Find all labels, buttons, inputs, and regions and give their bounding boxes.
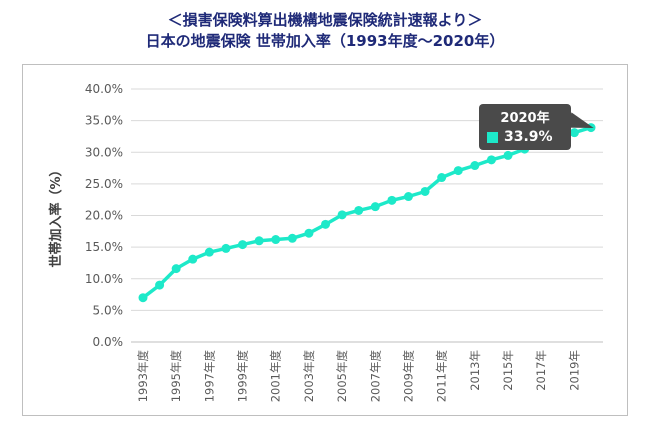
- data-point: [354, 205, 364, 215]
- series-line: [141, 125, 593, 300]
- data-point: [287, 233, 297, 243]
- data-point: [337, 210, 347, 220]
- data-point: [420, 186, 430, 196]
- x-tick-label: 2009年度: [401, 350, 415, 403]
- x-tick-label: 2017年: [534, 350, 548, 391]
- data-point: [155, 280, 165, 290]
- data-point: [271, 235, 281, 245]
- data-point: [321, 219, 331, 229]
- data-point: [437, 173, 447, 183]
- tooltip-value: 33.9%: [504, 129, 553, 145]
- data-point: [503, 150, 513, 160]
- chart-title-line2: 日本の地震保険 世帯加入率（1993年度〜2020年）: [145, 32, 505, 50]
- data-point: [304, 228, 314, 238]
- data-point: [387, 195, 397, 205]
- x-tick-label: 2019年: [567, 350, 581, 391]
- y-tick-label: 25.0%: [85, 177, 123, 191]
- data-point: [370, 202, 380, 212]
- data-point: [171, 264, 181, 274]
- y-tick-label: 10.0%: [85, 272, 123, 286]
- tooltip-swatch: [487, 131, 498, 143]
- x-tick-label: 1999年度: [236, 350, 250, 403]
- y-tick-label: 0.0%: [93, 335, 124, 349]
- data-point: [569, 128, 579, 138]
- y-tick-label: 5.0%: [93, 303, 124, 317]
- chart-frame: [22, 64, 628, 416]
- chart-title-line1: ＜損害保険料算出機構地震保険統計速報より＞: [167, 11, 483, 29]
- x-tick-label: 2003年度: [302, 350, 316, 403]
- y-tick-label: 35.0%: [85, 114, 123, 128]
- x-tick-label: 2015年: [501, 350, 515, 391]
- data-point: [586, 123, 596, 133]
- tooltip: 2020年 33.9%: [479, 104, 571, 150]
- data-point: [486, 155, 496, 165]
- x-tick-label: 2011年度: [435, 350, 449, 403]
- y-axis-label: 世帯加入率（%）: [48, 163, 64, 267]
- x-tick-label: 2007年度: [368, 350, 382, 403]
- y-tick-label: 15.0%: [85, 240, 123, 254]
- data-point: [138, 293, 148, 303]
- data-point: [238, 240, 248, 250]
- y-tick-label: 20.0%: [85, 209, 123, 223]
- tooltip-value-row: 33.9%: [487, 128, 553, 146]
- x-tick-label: 2013年: [468, 350, 482, 391]
- data-point: [403, 192, 413, 202]
- y-tick-label: 30.0%: [85, 145, 123, 159]
- tooltip-year: 2020年: [500, 111, 550, 126]
- data-point: [188, 254, 198, 264]
- x-tick-label: 2005年度: [335, 350, 349, 403]
- data-point: [254, 236, 264, 246]
- data-point: [470, 161, 480, 171]
- data-point: [453, 166, 463, 176]
- x-tick-label: 1997年度: [202, 350, 216, 403]
- x-tick-label: 1995年度: [169, 350, 183, 403]
- data-point: [204, 247, 214, 257]
- x-tick-label: 2001年度: [269, 350, 283, 403]
- y-tick-label: 40.0%: [85, 82, 123, 96]
- data-point: [221, 243, 231, 253]
- x-tick-label: 1993年度: [136, 350, 150, 403]
